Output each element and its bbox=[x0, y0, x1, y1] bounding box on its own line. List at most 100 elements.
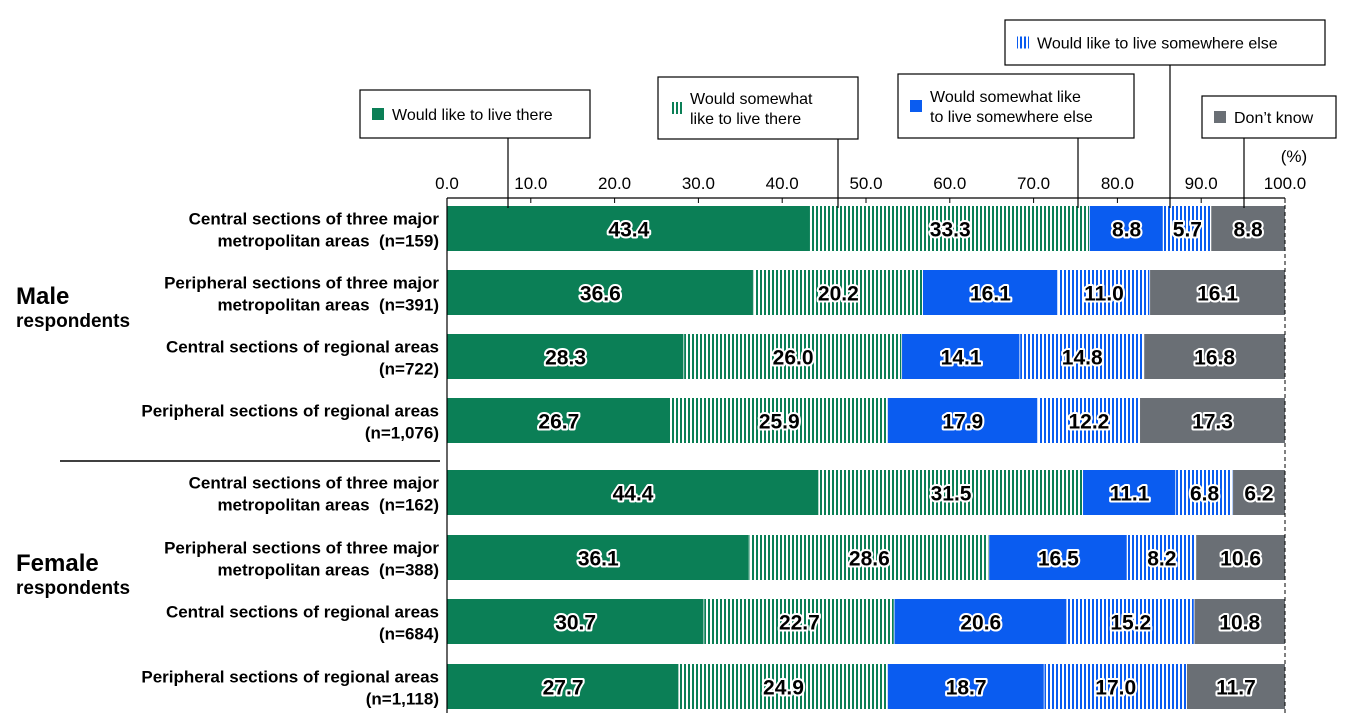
bar-segment bbox=[1140, 398, 1285, 443]
bar-segment bbox=[1144, 334, 1285, 379]
data-label: 27.7 bbox=[543, 677, 584, 700]
group-label: respondents bbox=[16, 578, 130, 599]
legend-swatch bbox=[372, 108, 384, 120]
bar-segment bbox=[679, 664, 888, 709]
bar-segment bbox=[1089, 206, 1164, 251]
x-tick-label: 70.0 bbox=[1017, 174, 1050, 193]
data-label: 20.6 bbox=[960, 612, 1001, 635]
bar-segment bbox=[887, 664, 1045, 709]
bar-segment bbox=[810, 206, 1090, 251]
data-label: 15.2 bbox=[1110, 612, 1151, 635]
bar-segment bbox=[922, 270, 1058, 315]
data-label: 26.0 bbox=[773, 347, 814, 370]
bar-segment bbox=[1067, 599, 1195, 644]
data-label: 24.9 bbox=[763, 677, 804, 700]
x-tick-label: 50.0 bbox=[849, 174, 882, 193]
data-label: 16.1 bbox=[970, 283, 1011, 306]
data-label: 11.1 bbox=[1110, 483, 1150, 506]
legend-box bbox=[897, 73, 1135, 139]
data-label: 33.3 bbox=[930, 219, 971, 242]
data-label: 20.2 bbox=[818, 283, 859, 306]
bar-segment bbox=[1194, 599, 1285, 644]
data-label: 28.6 bbox=[849, 548, 890, 571]
x-tick-label: 100.0 bbox=[1264, 174, 1307, 193]
category-label: metropolitan areas (n=159) bbox=[217, 232, 439, 251]
data-label: 14.8 bbox=[1062, 347, 1103, 370]
group-label: respondents bbox=[16, 311, 130, 332]
bar-segment bbox=[1211, 206, 1285, 251]
bar-segment bbox=[1196, 535, 1285, 580]
x-tick-label: 10.0 bbox=[514, 174, 547, 193]
data-label: 43.4 bbox=[608, 219, 649, 242]
bar-segment bbox=[902, 334, 1021, 379]
data-label: 8.2 bbox=[1147, 548, 1176, 571]
category-label: metropolitan areas (n=391) bbox=[217, 296, 439, 315]
data-label: 16.8 bbox=[1194, 347, 1235, 370]
category-label: Peripheral sections of regional areas bbox=[141, 402, 439, 421]
data-label: 11.7 bbox=[1216, 677, 1256, 700]
category-label: metropolitan areas (n=162) bbox=[217, 496, 439, 515]
legend-box bbox=[657, 76, 859, 140]
bar-segment bbox=[1150, 270, 1285, 315]
unit-label: (%) bbox=[1281, 147, 1307, 166]
bar-segment bbox=[447, 398, 671, 443]
category-label: metropolitan areas (n=388) bbox=[217, 561, 439, 580]
data-label: 12.2 bbox=[1068, 411, 1109, 434]
bar-segment bbox=[447, 535, 750, 580]
legend-label: Would somewhat bbox=[690, 91, 813, 108]
category-label: Peripheral sections of regional areas bbox=[141, 668, 439, 687]
bar-segment bbox=[447, 664, 680, 709]
bar-segment bbox=[447, 270, 754, 315]
legend-swatch bbox=[670, 102, 682, 114]
data-label: 36.6 bbox=[580, 283, 621, 306]
legend-label: Would somewhat like bbox=[930, 89, 1081, 106]
bar-segment bbox=[819, 470, 1084, 515]
bar-segment bbox=[1176, 470, 1234, 515]
category-label: Central sections of three major bbox=[189, 474, 440, 493]
data-label: 6.8 bbox=[1190, 483, 1220, 506]
bar-segment bbox=[1037, 398, 1141, 443]
data-label: 8.8 bbox=[1112, 219, 1142, 242]
x-tick-label: 40.0 bbox=[766, 174, 799, 193]
bar-segment bbox=[447, 470, 820, 515]
data-label: 10.8 bbox=[1219, 612, 1260, 635]
legend-label: Would like to live somewhere else bbox=[1037, 36, 1278, 53]
legend-box bbox=[359, 89, 591, 139]
data-label: 25.9 bbox=[759, 411, 800, 434]
category-label: Central sections of three major bbox=[189, 210, 440, 229]
bar-segment bbox=[1127, 535, 1197, 580]
x-tick-label: 90.0 bbox=[1185, 174, 1218, 193]
category-label: Peripheral sections of three major bbox=[164, 539, 439, 558]
bar-segment bbox=[1163, 206, 1212, 251]
legend-label: to live somewhere else bbox=[930, 109, 1093, 126]
data-label: 6.2 bbox=[1244, 483, 1273, 506]
x-tick-label: 20.0 bbox=[598, 174, 631, 193]
bar-segment bbox=[894, 599, 1068, 644]
bar-segment bbox=[1186, 664, 1285, 709]
bar-segment bbox=[1083, 470, 1177, 515]
legend-label: Would like to live there bbox=[392, 107, 553, 124]
category-label: Central sections of regional areas bbox=[166, 603, 439, 622]
x-tick-label: 0.0 bbox=[435, 174, 459, 193]
bar-segment bbox=[887, 398, 1038, 443]
x-tick-label: 80.0 bbox=[1101, 174, 1134, 193]
bar-segment bbox=[447, 599, 705, 644]
bar-segment bbox=[1233, 470, 1285, 515]
category-label: (n=684) bbox=[379, 625, 439, 644]
data-label: 18.7 bbox=[946, 677, 987, 700]
legend-swatch bbox=[1214, 111, 1226, 123]
bar-segment bbox=[704, 599, 895, 644]
legend-label: Don’t know bbox=[1234, 110, 1314, 127]
bar-segment bbox=[1057, 270, 1151, 315]
bar-segment bbox=[989, 535, 1128, 580]
data-label: 17.0 bbox=[1095, 677, 1136, 700]
data-label: 17.9 bbox=[942, 411, 983, 434]
bar-segment bbox=[447, 334, 685, 379]
bar-segment bbox=[1020, 334, 1145, 379]
bar-segment bbox=[753, 270, 923, 315]
data-label: 36.1 bbox=[578, 548, 619, 571]
category-label: (n=1,118) bbox=[366, 690, 439, 709]
category-label: (n=722) bbox=[379, 360, 439, 379]
category-label: Peripheral sections of three major bbox=[164, 274, 439, 293]
